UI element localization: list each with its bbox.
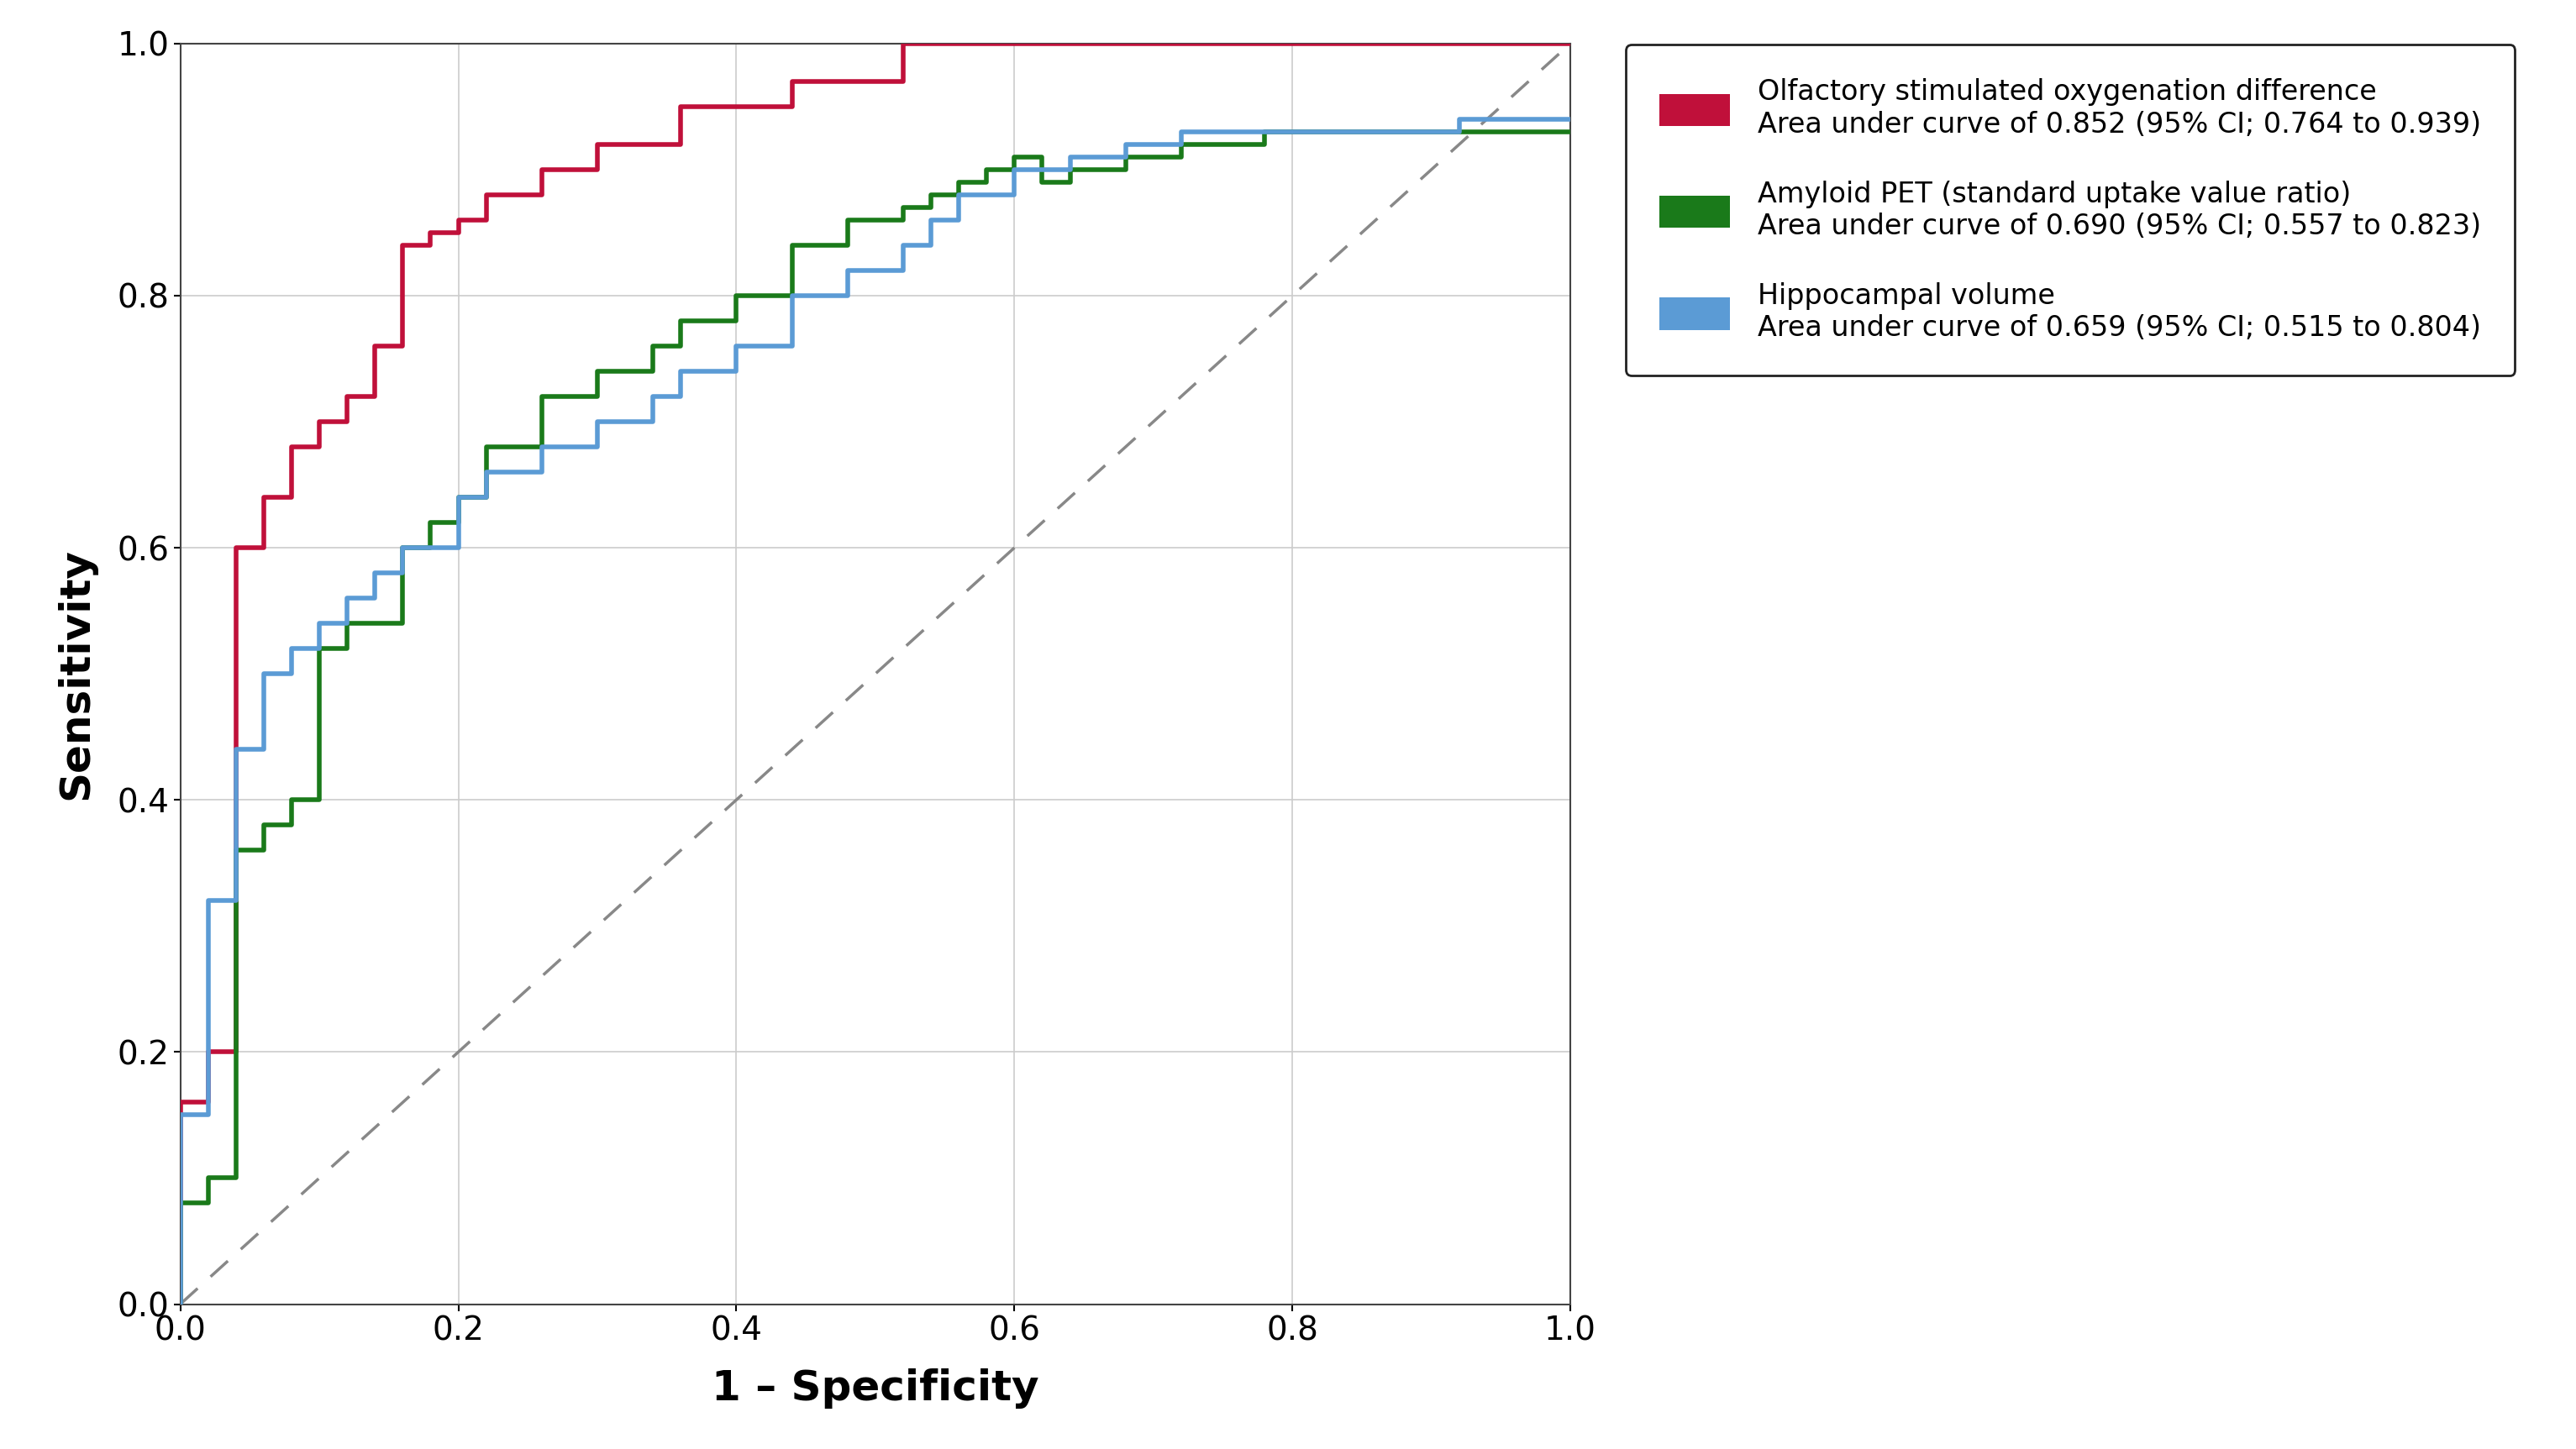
Legend: Olfactory stimulated oxygenation difference
Area under curve of 0.852 (95% CI; 0: Olfactory stimulated oxygenation differe… xyxy=(1625,45,2514,375)
Y-axis label: Sensitivity: Sensitivity xyxy=(57,548,95,800)
X-axis label: 1 – Specificity: 1 – Specificity xyxy=(711,1368,1038,1408)
